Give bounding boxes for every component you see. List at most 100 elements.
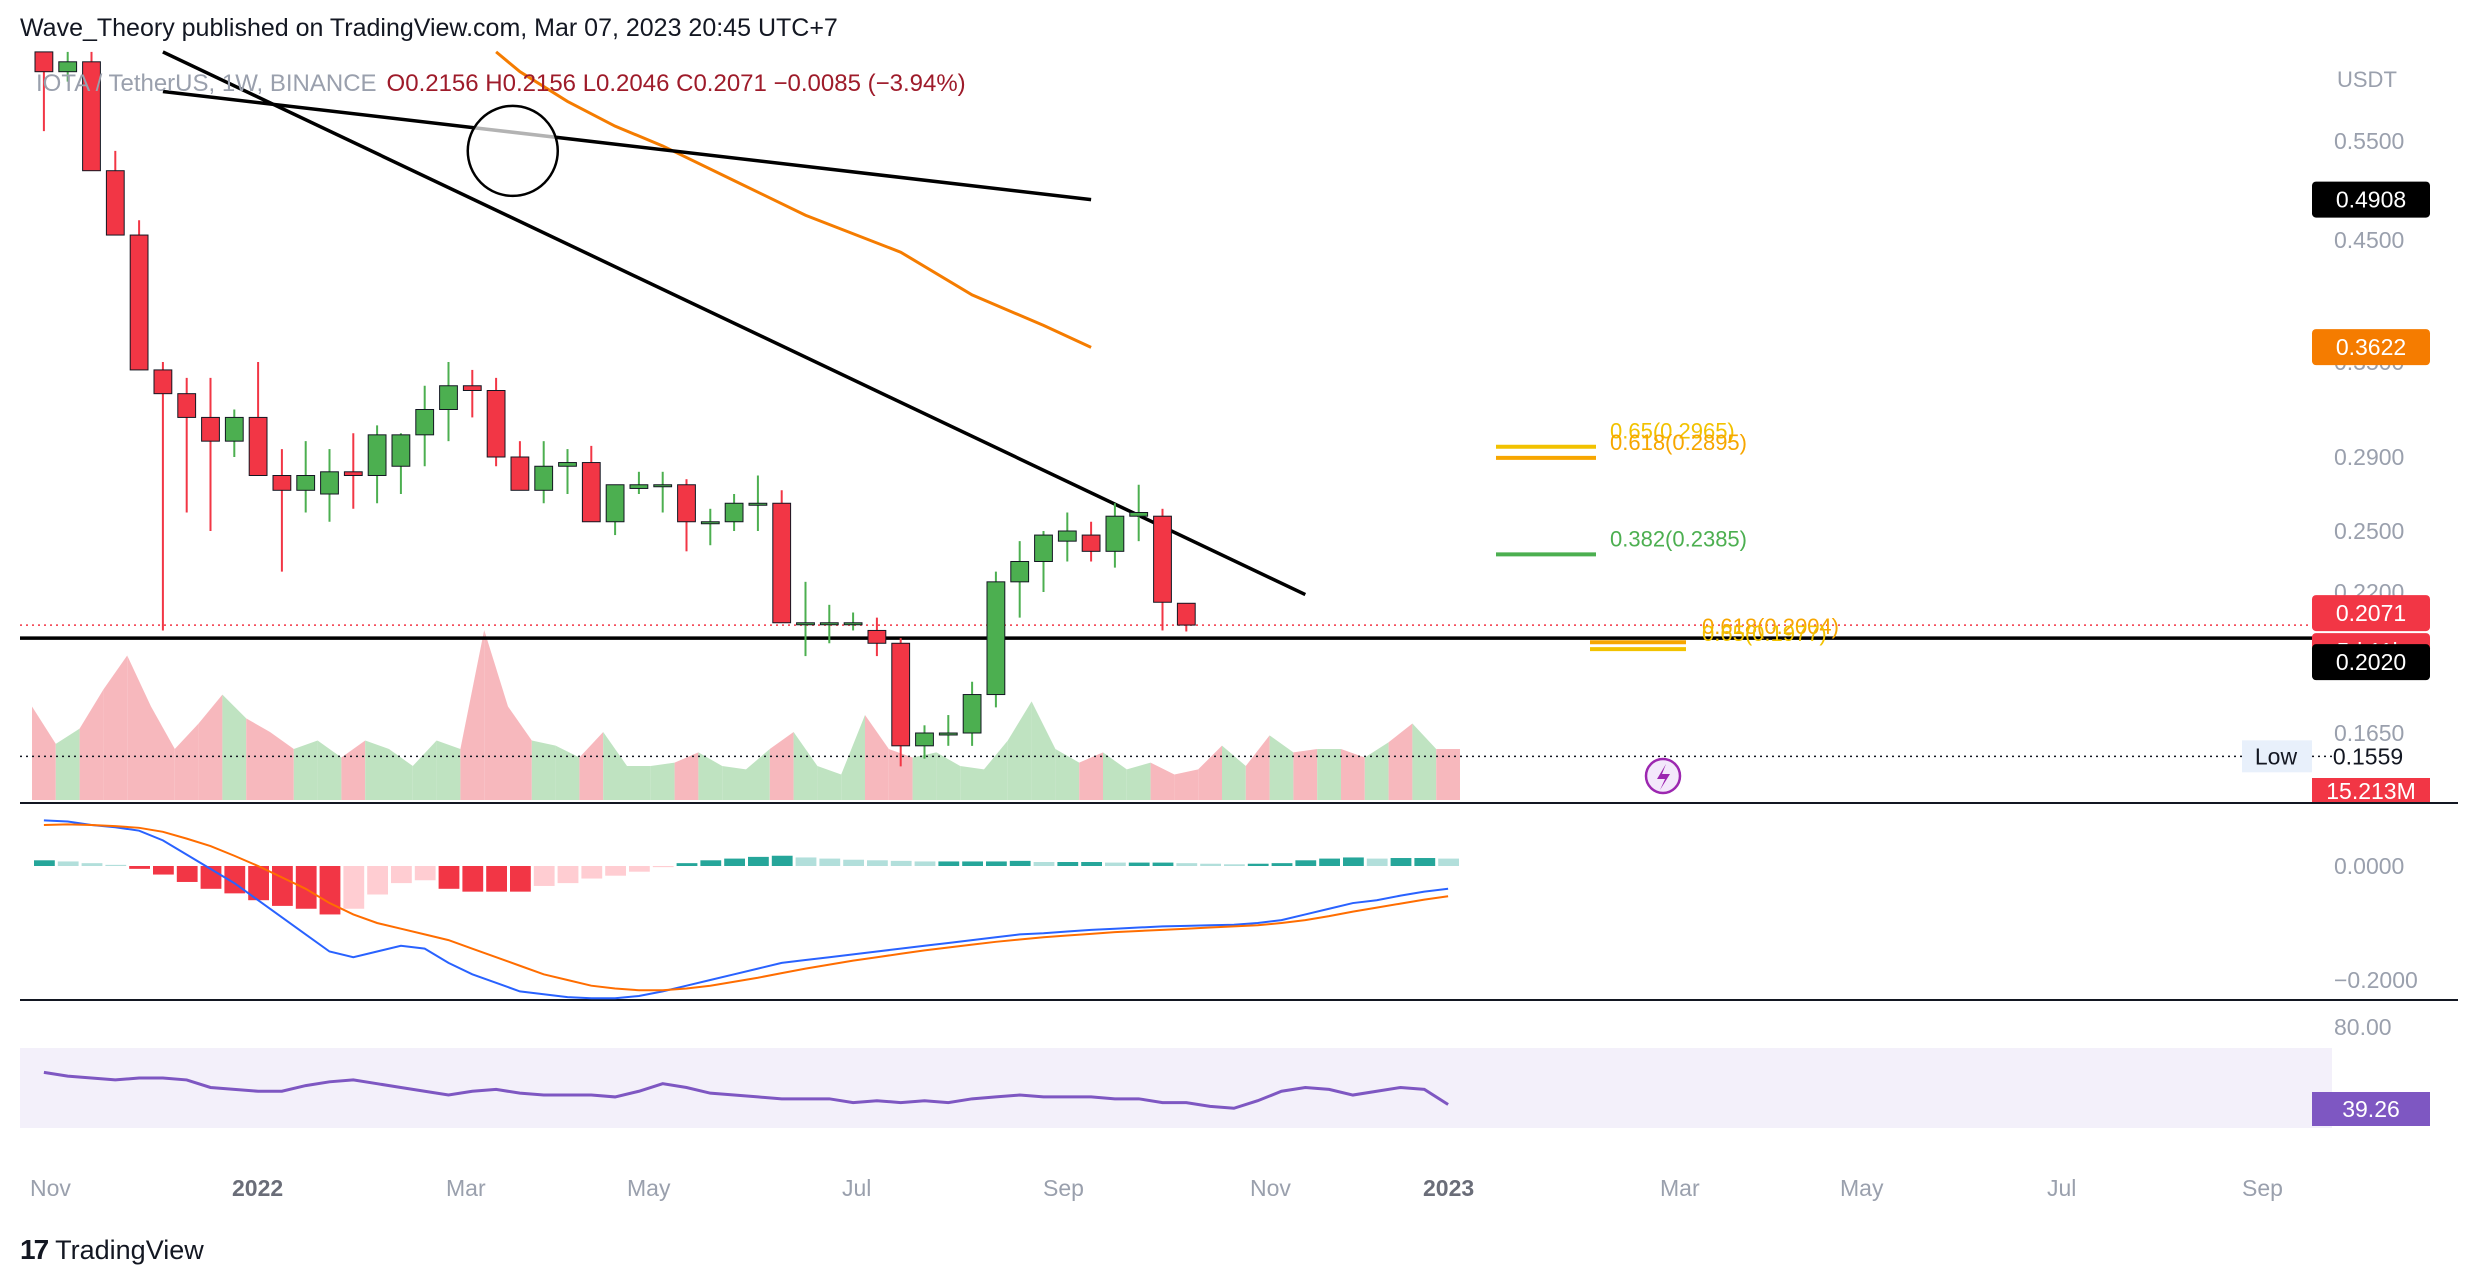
time-axis-tick: May: [627, 1175, 671, 1201]
candle-body: [248, 416, 268, 476]
volume-area: [317, 740, 342, 800]
candle-body: [700, 521, 720, 525]
macd-histogram-bar: [1081, 862, 1102, 866]
low-value: 0.1559: [2333, 743, 2403, 769]
macd-histogram-bar: [105, 864, 127, 866]
candle-body: [819, 622, 839, 626]
candle-body: [105, 170, 125, 236]
time-axis-tick: Jul: [842, 1175, 871, 1201]
volume-area: [1222, 745, 1246, 800]
macd-histogram-bar: [1105, 862, 1126, 866]
candle-body: [724, 502, 744, 523]
candle-body: [581, 462, 601, 523]
volume-area: [151, 706, 175, 800]
rsi-badge-text: 39.26: [2342, 1096, 2400, 1122]
volume-area: [1007, 701, 1032, 800]
macd-histogram-bar: [153, 866, 174, 875]
tradingview-footer[interactable]: 17 TradingView: [20, 1234, 204, 1266]
macd-histogram-bar: [57, 861, 79, 866]
macd-histogram-bar: [1438, 858, 1459, 866]
macd-histogram-bar: [248, 866, 269, 901]
volume-area: [1269, 735, 1294, 800]
macd-histogram-bar: [1128, 862, 1150, 866]
candle-body: [1081, 534, 1101, 552]
volume-area: [888, 749, 913, 800]
candle-body: [605, 484, 625, 523]
macd-histogram-bar: [129, 866, 150, 869]
candle-body: [34, 51, 54, 73]
volume-area: [841, 715, 865, 800]
price-axis-tick: 0.1650: [2334, 720, 2404, 746]
lightning-bolt-icon: [1657, 764, 1670, 790]
volume-area: [341, 740, 366, 800]
volume-area: [555, 745, 580, 800]
candle-body: [986, 581, 1006, 696]
volume-area: [1126, 762, 1151, 800]
fib-level-label: 0.382(0.2385): [1610, 526, 1747, 551]
volume-area: [1031, 701, 1056, 800]
volume-area: [127, 655, 151, 800]
volume-area: [55, 728, 80, 800]
candle-body: [1105, 515, 1125, 552]
candle-body: [843, 622, 863, 626]
macd-histogram-bar: [343, 866, 365, 909]
candle-body: [153, 369, 173, 395]
macd-histogram-bar: [843, 859, 864, 866]
price-badge-text: 0.3622: [2336, 334, 2406, 360]
macd-histogram-bar: [771, 855, 793, 866]
volume-area: [912, 752, 937, 800]
candle-body: [1010, 561, 1030, 583]
candle-body: [938, 732, 958, 736]
candle-body: [772, 502, 792, 624]
low-label: Low: [2255, 743, 2298, 769]
volume-area: [412, 740, 437, 800]
volume-area: [1103, 752, 1127, 800]
volume-area: [936, 752, 961, 800]
time-axis-tick: Sep: [2242, 1175, 2283, 1201]
candle-body: [201, 416, 220, 442]
time-axis-tick: Sep: [1043, 1175, 1084, 1201]
volume-badge-text: 15.213M: [2326, 778, 2416, 804]
macd-histogram-bar: [1414, 858, 1436, 866]
macd-histogram-bar: [533, 866, 555, 886]
volume-area: [460, 630, 485, 800]
volume-area: [174, 723, 199, 800]
macd-histogram-bar: [1200, 863, 1221, 866]
candle-body: [177, 393, 197, 418]
trendline-upper: [162, 89, 1092, 202]
macd-histogram-bar: [676, 863, 698, 866]
volume-area: [1317, 749, 1341, 800]
macd-histogram-bar: [629, 866, 650, 872]
ohlc-values: O0.2156 H0.2156 L0.2046 C0.2071 −0.0085 …: [386, 70, 966, 97]
macd-line: [43, 819, 1449, 1000]
macd-histogram-bar: [1271, 863, 1293, 866]
volume-area: [984, 740, 1008, 800]
candle-body: [962, 694, 982, 734]
candle-body: [1129, 512, 1149, 517]
candle-body: [796, 622, 815, 626]
macd-histogram-bar: [1247, 863, 1269, 866]
macd-axis-tick: 0.0000: [2334, 853, 2404, 879]
volume-area: [698, 752, 723, 800]
low-label-box: [2242, 740, 2312, 773]
volume-area: [865, 715, 889, 800]
macd-histogram-bar: [748, 856, 769, 866]
macd-signal-line: [43, 823, 1449, 992]
macd-histogram-bar: [890, 860, 912, 866]
symbol-name: IOTA / TetherUS, 1W, BINANCE: [36, 70, 377, 97]
volume-area: [793, 732, 818, 800]
macd-histogram-bar: [1152, 862, 1174, 866]
macd-histogram-bar: [605, 866, 626, 876]
volume-area: [650, 762, 675, 800]
macd-histogram-bar: [867, 860, 888, 866]
volume-area: [531, 740, 556, 800]
price-axis-tick: 0.5500: [2334, 128, 2404, 154]
price-badge-text: 0.4908: [2336, 187, 2406, 213]
volume-area: [293, 740, 318, 800]
macd-histogram-bar: [1366, 858, 1388, 866]
candle-body: [296, 475, 316, 491]
macd-histogram-bar: [319, 866, 341, 915]
volume-area: [1341, 749, 1365, 800]
volume-area: [817, 766, 842, 800]
price-axis-tick: 0.2500: [2334, 518, 2404, 544]
